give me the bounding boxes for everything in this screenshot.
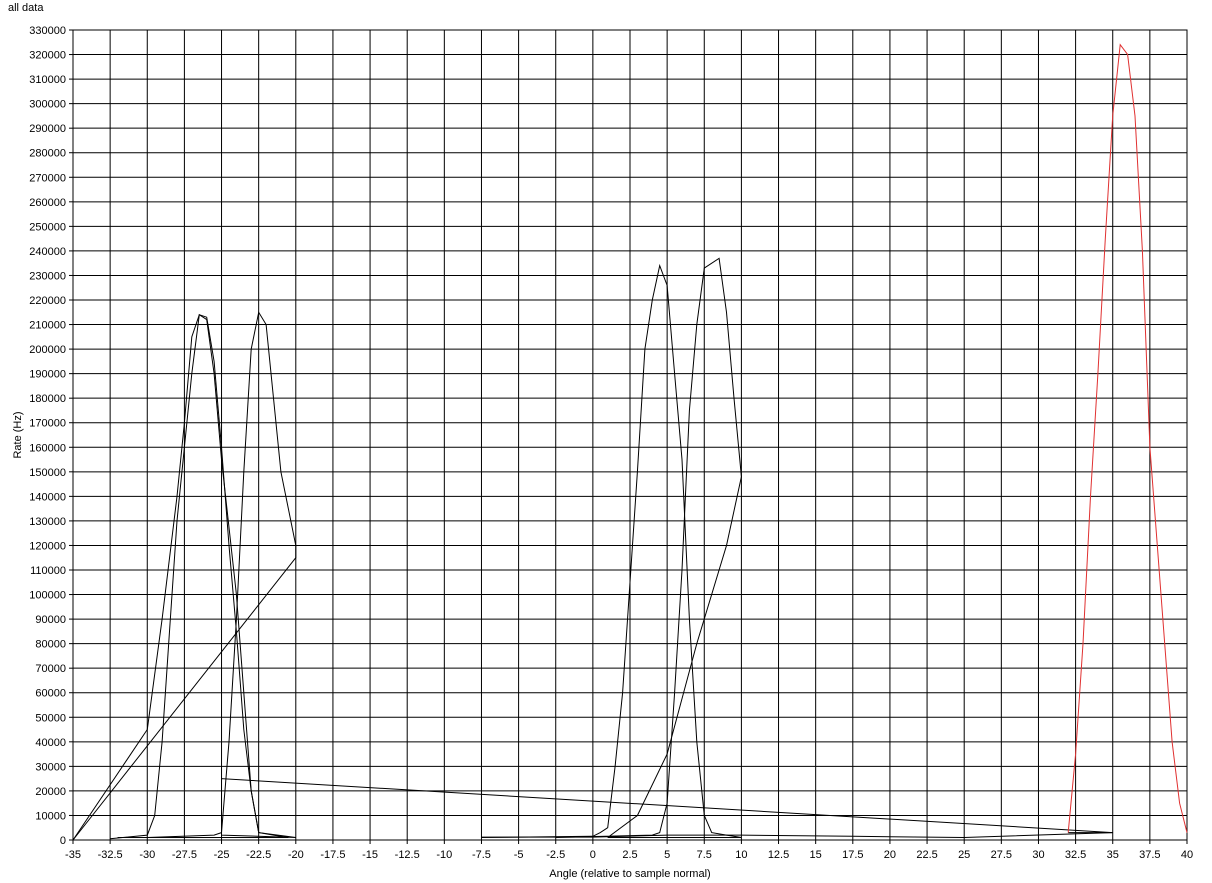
y-tick-label: 200000 [29,344,66,356]
y-tick-label: 120000 [29,540,66,552]
x-tick-label: 27.5 [991,849,1012,861]
y-tick-label: 260000 [29,197,66,209]
y-tick-label: 210000 [29,320,66,332]
x-tick-label: -7.5 [472,849,491,861]
y-tick-label: 90000 [35,614,66,626]
y-tick-label: 250000 [29,221,66,233]
x-tick-label: -12.5 [395,849,420,861]
y-tick-label: 60000 [35,688,66,700]
x-tick-label: -32.5 [98,849,123,861]
x-tick-label: -15 [362,849,378,861]
grid [72,29,1188,841]
y-tick-label: 30000 [35,761,66,773]
x-tick-label: 40 [1181,849,1193,861]
series-line-4 [481,263,742,838]
y-tick-label: 0 [60,835,66,847]
x-tick-label: 20 [884,849,896,861]
x-tick-label: 35 [1107,849,1119,861]
x-tick-label: -25 [214,849,230,861]
series-line-7 [1067,43,1188,833]
x-tick-label: 30 [1032,849,1044,861]
y-tick-label: 150000 [29,467,66,479]
x-tick-label: 7.5 [697,849,712,861]
series-line-6 [481,832,1113,839]
y-tick-label: 50000 [35,712,66,724]
series-line-5 [555,257,742,838]
y-tick-label: 160000 [29,442,66,454]
y-tick-label: 220000 [29,295,66,307]
x-tick-label: -30 [139,849,155,861]
y-tick-label: 10000 [35,810,66,822]
series-line-3 [72,310,297,841]
x-axis-label: Angle (relative to sample normal) [549,868,710,880]
y-tick-label: 20000 [35,786,66,798]
y-tick-label: 300000 [29,99,66,111]
x-tick-label: 5 [664,849,670,861]
y-tick-label: 310000 [29,74,66,86]
y-tick-label: 320000 [29,50,66,62]
x-tick-label: 32.5 [1065,849,1086,861]
y-tick-label: 170000 [29,418,66,430]
y-tick-label: 110000 [30,565,66,577]
x-tick-label: -35 [65,849,81,861]
x-tick-label: 0 [590,849,596,861]
x-tick-label: -2.5 [546,849,565,861]
x-tick-label: -27.5 [172,849,197,861]
x-tick-label: 15 [810,849,822,861]
x-tick-label: -17.5 [320,849,345,861]
x-tick-label: 25 [958,849,970,861]
x-tick-label: 10 [735,849,747,861]
x-tick-label: 37.5 [1139,849,1160,861]
y-tick-label: 240000 [29,246,66,258]
y-tick-label: 140000 [29,491,66,503]
y-tick-label: 290000 [29,123,66,135]
y-tick-label: 40000 [35,737,66,749]
y-tick-label: 100000 [29,590,66,602]
y-tick-label: 230000 [29,270,66,282]
series-line-2 [110,313,1113,840]
x-tick-label: 12.5 [768,849,789,861]
y-tick-label: 190000 [29,369,66,381]
y-tick-label: 80000 [35,639,66,651]
x-tick-label: 17.5 [842,849,863,861]
y-axis-ticks: 0 10000 20000 30000 40000 50000 60000 70000 8000… [29,25,73,847]
x-tick-label: -5 [514,849,524,861]
x-tick-label: -20 [288,849,304,861]
x-axis-ticks: -35 -32.5 -30 -27.5 -25 -22.5 -20 -17.5 -15 -12.5… [65,840,1193,861]
x-tick-label: -22.5 [246,849,271,861]
y-tick-label: 330000 [29,25,66,37]
y-axis-label: Rate (Hz) [12,411,24,458]
y-tick-label: 280000 [29,148,66,160]
y-tick-label: 70000 [35,663,66,675]
x-tick-label: 22.5 [916,849,937,861]
chart-title: all data [8,2,44,14]
y-tick-label: 130000 [29,516,66,528]
x-tick-label: -10 [436,849,452,861]
x-tick-label: 2.5 [622,849,637,861]
y-tick-label: 180000 [29,393,66,405]
y-tick-label: 270000 [29,172,66,184]
series-layer [72,43,1188,841]
